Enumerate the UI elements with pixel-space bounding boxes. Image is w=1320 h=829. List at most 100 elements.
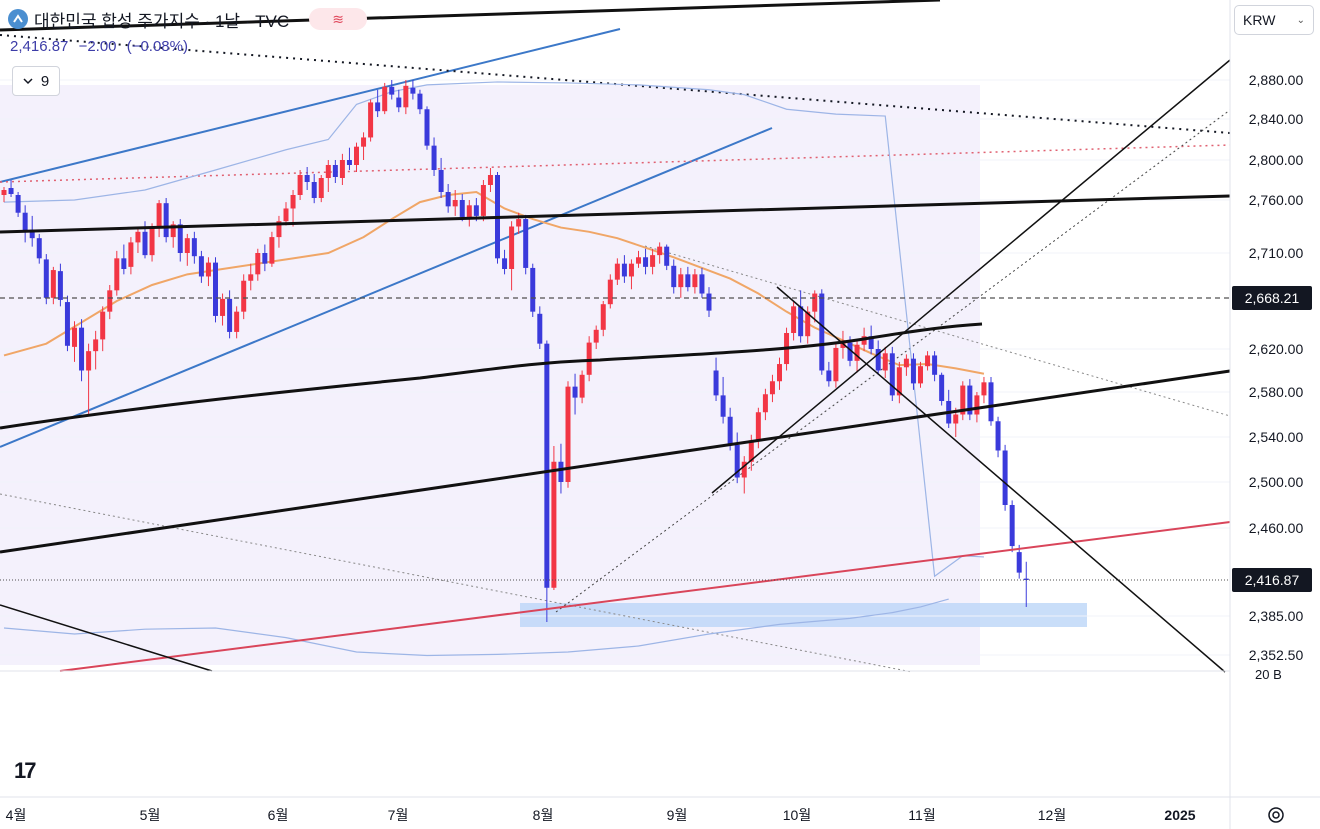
candle-body <box>530 267 536 312</box>
long-moving-average-line <box>0 322 983 430</box>
red-dotted-line[interactable] <box>0 144 1231 183</box>
price-axis[interactable]: 2,880.00 2,840.00 2,800.00 2,760.00 2,710.00… <box>1249 72 1304 663</box>
candle-body <box>22 212 28 232</box>
candle-body <box>939 374 945 401</box>
candle-body <box>248 274 254 281</box>
candle-body <box>297 175 303 195</box>
candle-body <box>565 386 571 482</box>
candle-body <box>932 355 938 375</box>
candle <box>586 336 592 382</box>
candle <box>734 432 740 484</box>
indicators-toggle-button[interactable]: 9 <box>12 66 60 96</box>
candle-body <box>791 306 797 333</box>
candle-body <box>191 238 197 257</box>
candle-body <box>981 382 987 396</box>
price-tick-label: 2,620.00 <box>1249 341 1304 357</box>
candle-body <box>79 327 85 371</box>
tradingview-logo-icon[interactable]: 17 <box>14 758 37 783</box>
candle <box>664 244 670 271</box>
candle-body <box>755 412 761 441</box>
candle <box>995 416 1001 458</box>
candle <box>375 89 381 118</box>
candle-body <box>805 311 811 337</box>
price-tick-label: 2,385.00 <box>1249 608 1304 624</box>
top-resistance-line[interactable] <box>0 0 941 32</box>
candle <box>487 168 493 192</box>
candle-body <box>896 367 902 396</box>
candle-body <box>706 293 712 311</box>
candle-body <box>276 221 282 238</box>
symbol-title[interactable]: 대한민국 합성 주가지수 · 1날 · TVC <box>34 11 290 31</box>
rising-trendline[interactable] <box>711 59 1231 494</box>
candle-body <box>318 178 324 198</box>
falling-trendline[interactable] <box>776 286 1226 673</box>
candle <box>537 306 543 349</box>
price-change: −2.00 <box>78 38 117 55</box>
candle-body <box>311 182 317 198</box>
price-scale-bg <box>1230 40 1320 670</box>
candle <box>798 290 804 343</box>
candle <box>502 249 508 275</box>
currency-select[interactable]: KRW ⌄ <box>1234 5 1314 35</box>
candle <box>572 373 578 415</box>
candle <box>325 160 331 192</box>
candle-body <box>1009 505 1015 547</box>
price-tick-label: 2,580.00 <box>1249 384 1304 400</box>
candle-body <box>128 242 134 267</box>
long-term-trendline[interactable] <box>0 369 1231 554</box>
candle <box>932 351 938 382</box>
candle-body <box>699 274 705 294</box>
thin-dotted-falling[interactable] <box>644 245 1231 417</box>
candle <box>988 376 994 426</box>
candle-body <box>142 231 148 256</box>
candle <box>15 192 21 217</box>
price-change-percent: (−0.08%) <box>126 38 188 55</box>
time-tick-label: 6월 <box>268 807 289 823</box>
symbol-logo-icon[interactable] <box>8 9 28 29</box>
candle <box>833 342 839 388</box>
candle-body <box>255 253 261 275</box>
channel-lower-line[interactable] <box>0 127 773 448</box>
bollinger-lower-line <box>3 598 949 657</box>
candle <box>685 266 691 292</box>
price-tick-label: 2,352.50 <box>1249 647 1304 663</box>
candle-body <box>283 208 289 222</box>
candle-body <box>607 279 613 305</box>
support-trendline[interactable] <box>59 521 1231 672</box>
time-axis[interactable]: 4월 5월 6월 7월 8월 9월 10월 11월 12월 2025 <box>6 807 1196 823</box>
candle <box>86 343 92 415</box>
time-tick-label: 7월 <box>388 807 409 823</box>
channel-upper-line[interactable] <box>0 28 621 183</box>
candle-body <box>657 246 663 256</box>
level-price-label: 2,668.21 <box>1232 286 1312 310</box>
candle <box>671 259 677 294</box>
candle <box>1023 561 1029 607</box>
candle <box>382 82 388 115</box>
candle <box>304 167 310 190</box>
candle-body <box>163 203 169 238</box>
candle <box>36 233 42 264</box>
candle <box>826 361 832 387</box>
candle <box>297 170 303 200</box>
candle <box>1016 544 1022 579</box>
candle-body <box>671 265 677 288</box>
candle <box>967 379 973 421</box>
candle <box>896 361 902 404</box>
candle-body <box>967 385 973 415</box>
candle-body <box>1 190 7 195</box>
wave-icon[interactable]: ≋ <box>309 8 368 30</box>
candle-body <box>424 109 430 146</box>
candle <box>50 266 56 305</box>
candle-body <box>86 351 92 371</box>
candle <box>318 175 324 203</box>
old-trendline[interactable] <box>0 604 213 672</box>
candle <box>255 248 261 281</box>
candle <box>939 372 945 406</box>
horizontal-resistance[interactable] <box>0 194 1231 234</box>
settings-gear-icon[interactable] <box>1265 804 1287 826</box>
last-price-label: 2,416.87 <box>1232 568 1312 592</box>
candle <box>290 190 296 227</box>
candle <box>466 200 472 227</box>
candle-body <box>1002 450 1008 505</box>
